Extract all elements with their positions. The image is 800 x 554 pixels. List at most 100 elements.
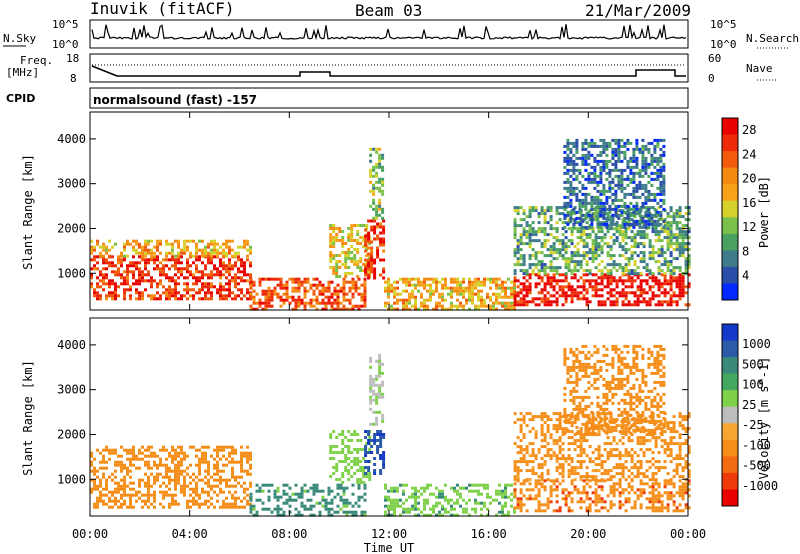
data-cell (638, 180, 642, 184)
data-cell (333, 307, 337, 311)
data-cell (93, 484, 96, 488)
data-cell (501, 304, 504, 308)
data-cell (339, 301, 343, 305)
data-cell (126, 276, 129, 280)
data-cell (373, 225, 377, 229)
data-cell (540, 297, 544, 301)
data-cell (594, 206, 598, 210)
data-cell (624, 454, 628, 458)
data-cell (90, 282, 93, 286)
data-cell (525, 288, 529, 292)
data-cell (543, 485, 547, 489)
data-cell (459, 492, 462, 496)
data-cell (327, 301, 331, 305)
data-cell (558, 279, 562, 283)
data-cell (477, 501, 480, 505)
data-cell (578, 156, 582, 160)
data-cell (630, 457, 634, 461)
data-cell (373, 463, 377, 466)
data-cell (108, 282, 111, 286)
data-cell (537, 506, 541, 510)
data-cell (204, 457, 207, 461)
data-cell (312, 486, 316, 490)
data-cell (632, 180, 636, 184)
data-cell (468, 280, 471, 284)
data-cell (587, 192, 591, 196)
data-cell (297, 283, 301, 287)
data-cell (99, 481, 102, 485)
data-cell (528, 460, 532, 464)
data-cell (120, 493, 123, 497)
data-cell (678, 209, 682, 213)
data-cell (543, 303, 547, 307)
data-cell (147, 484, 150, 488)
data-cell (681, 285, 685, 289)
data-cell (609, 221, 613, 225)
data-cell (243, 261, 246, 265)
data-cell (369, 147, 373, 151)
data-cell (255, 307, 259, 311)
data-cell (570, 272, 574, 276)
data-cell (635, 189, 639, 193)
data-cell (270, 483, 274, 487)
data-cell (105, 248, 108, 252)
data-cell (522, 263, 526, 267)
data-cell (365, 254, 369, 257)
data-cell (606, 478, 610, 482)
data-cell (563, 165, 567, 169)
data-cell (558, 206, 562, 210)
data-cell (344, 466, 348, 469)
data-cell (570, 294, 574, 298)
data-cell (198, 297, 201, 301)
data-cell (318, 283, 322, 287)
data-cell (552, 294, 556, 298)
data-cell (249, 510, 253, 514)
data-cell (468, 277, 471, 281)
data-cell (588, 479, 592, 483)
data-cell (555, 297, 559, 301)
data-cell (561, 239, 565, 243)
data-cell (549, 218, 553, 222)
data-cell (129, 496, 132, 500)
data-cell (341, 245, 345, 248)
data-cell (614, 183, 618, 187)
data-cell (378, 177, 382, 181)
data-cell (93, 288, 96, 292)
data-cell (645, 497, 649, 501)
data-cell (261, 501, 265, 505)
data-cell (666, 242, 670, 246)
data-cell (360, 495, 364, 499)
data-cell (441, 292, 444, 296)
data-cell (564, 494, 568, 498)
data-cell (519, 303, 523, 307)
data-cell (675, 209, 679, 213)
data-cell (543, 454, 547, 458)
data-cell (279, 280, 283, 284)
data-cell (393, 280, 396, 284)
data-cell (663, 257, 667, 261)
data-cell (555, 424, 559, 428)
data-cell (564, 257, 568, 261)
data-cell (666, 221, 670, 225)
data-cell (273, 292, 277, 296)
data-cell (681, 482, 685, 486)
data-cell (365, 442, 369, 445)
data-cell (129, 457, 132, 461)
data-cell (207, 445, 210, 449)
data-cell (329, 457, 333, 460)
data-cell (537, 494, 541, 498)
data-cell (600, 497, 604, 501)
data-cell (644, 159, 648, 163)
data-cell (357, 495, 361, 499)
data-cell (612, 436, 616, 440)
data-cell (555, 427, 559, 431)
data-cell (624, 460, 628, 464)
data-cell (585, 494, 589, 498)
data-cell (291, 286, 295, 290)
data-cell (537, 263, 541, 267)
data-cell (638, 186, 642, 190)
data-cell (273, 492, 277, 496)
data-cell (423, 507, 426, 511)
data-cell (123, 490, 126, 494)
data-cell (370, 219, 374, 223)
